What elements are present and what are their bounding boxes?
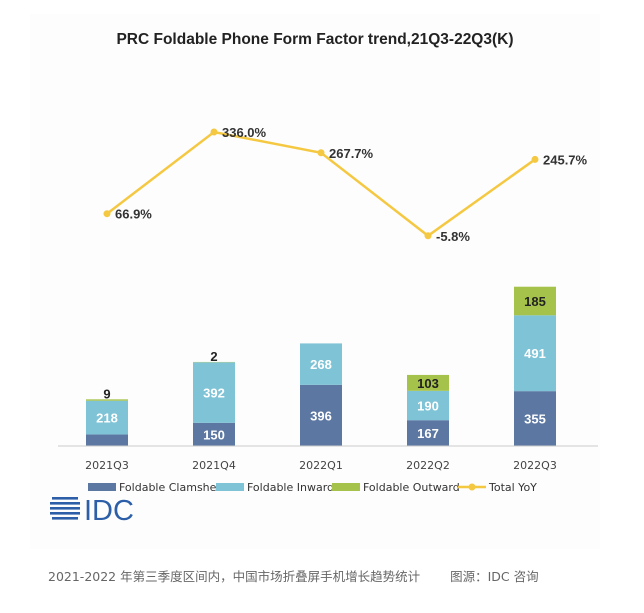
bar-foldable-inward-2021Q4 xyxy=(193,362,235,423)
legend-swatch-1 xyxy=(216,483,244,491)
data-label-foldable-inward-2022Q3: 491 xyxy=(524,346,546,361)
legend-label-0: Foldable Clamshell xyxy=(119,481,223,494)
yoy-line xyxy=(106,130,536,238)
x-tick-label-2021Q4: 2021Q4 xyxy=(192,459,236,472)
legend-label-2: Foldable Outward xyxy=(363,481,460,494)
data-label-foldable-outward-2022Q2: 103 xyxy=(417,376,439,391)
bar-foldable-inward-2022Q1 xyxy=(300,343,342,385)
yoy-label-2021Q3: 66.9% xyxy=(115,207,152,222)
chart: PRC Foldable Phone Form Factor trend,21Q… xyxy=(50,31,598,527)
data-label-foldable-inward-2022Q1: 268 xyxy=(310,357,332,372)
legend-label-3: Total YoY xyxy=(488,481,537,494)
bar-foldable-clamshell-2022Q1 xyxy=(300,384,342,446)
bar-foldable-inward-2022Q2 xyxy=(407,390,449,421)
legend-marker-3 xyxy=(468,483,476,491)
data-label-foldable-outward-2021Q3: 9 xyxy=(103,386,110,401)
yoy-point-2021Q4 xyxy=(210,128,218,136)
bar-foldable-inward-2022Q3 xyxy=(514,315,556,392)
yoy-point-2022Q2 xyxy=(424,232,432,240)
yoy-point-2022Q1 xyxy=(317,149,325,157)
bar-foldable-clamshell-2022Q3 xyxy=(514,391,556,446)
x-tick-labels: 2021Q3 2021Q4 2022Q1 2022Q2 2022Q3 xyxy=(85,459,557,472)
bar-foldable-clamshell-2021Q4 xyxy=(193,422,235,446)
data-label-foldable-inward-2021Q3: 218 xyxy=(96,411,118,426)
figure-caption: 2021-2022 年第三季度区间内，中国市场折叠屏手机增长趋势统计 图源：IDC… xyxy=(48,566,539,585)
bar-foldable-outward-2021Q3 xyxy=(86,399,128,401)
data-label-foldable-outward-2021Q4: 2 xyxy=(210,349,217,364)
bar-foldable-outward-2022Q3 xyxy=(514,286,556,316)
x-tick-label-2021Q3: 2021Q3 xyxy=(85,459,129,472)
data-label-foldable-inward-2021Q4: 392 xyxy=(203,386,225,401)
yoy-label-2022Q2: -5.8% xyxy=(436,229,470,244)
legend: Foldable Clamshell Foldable Inward Foldabl… xyxy=(88,481,537,494)
x-tick-label-2022Q2: 2022Q2 xyxy=(406,459,450,472)
data-label-foldable-clamshell-2022Q3: 355 xyxy=(524,412,546,427)
yoy-line-layer: 66.9% 336.0% 267.7% -5.8% 245.7% xyxy=(103,125,588,244)
data-label-foldable-outward-2022Q3: 185 xyxy=(524,294,546,309)
yoy-label-2022Q3: 245.7% xyxy=(543,152,588,167)
chart-card: PRC Foldable Phone Form Factor trend,21Q… xyxy=(30,14,600,549)
x-tick-label-2022Q3: 2022Q3 xyxy=(513,459,557,472)
yoy-point-2021Q3 xyxy=(103,210,111,218)
data-label-foldable-clamshell-2021Q4: 150 xyxy=(203,427,225,442)
data-label-foldable-clamshell-2022Q1: 396 xyxy=(310,408,332,423)
legend-swatch-2 xyxy=(332,483,360,491)
caption-source: 图源：IDC 咨询 xyxy=(450,569,539,584)
legend-swatch-0 xyxy=(88,483,116,491)
idc-globe-icon xyxy=(50,497,80,520)
bar-foldable-inward-2021Q3 xyxy=(86,400,128,435)
bar-foldable-clamshell-2021Q3 xyxy=(86,434,128,446)
yoy-point-2022Q3 xyxy=(531,155,539,163)
yoy-label-2022Q1: 267.7% xyxy=(329,146,374,161)
idc-logo: IDC xyxy=(50,495,134,527)
chart-title: PRC Foldable Phone Form Factor trend,21Q… xyxy=(116,31,513,48)
idc-logo-text: IDC xyxy=(84,495,134,527)
legend-label-1: Foldable Inward xyxy=(247,481,334,494)
data-label-foldable-inward-2022Q2: 190 xyxy=(417,399,439,414)
data-label-foldable-clamshell-2022Q2: 167 xyxy=(417,426,439,441)
caption-description: 2021-2022 年第三季度区间内，中国市场折叠屏手机增长趋势统计 xyxy=(48,569,421,584)
bar-foldable-clamshell-2022Q2 xyxy=(407,420,449,446)
bars-layer: 218 9 150 392 2 396 268 167 190 103 355 491 185 xyxy=(86,286,556,446)
bar-foldable-outward-2022Q2 xyxy=(407,374,449,391)
yoy-label-2021Q4: 336.0% xyxy=(222,125,267,140)
x-tick-label-2022Q1: 2022Q1 xyxy=(299,459,343,472)
